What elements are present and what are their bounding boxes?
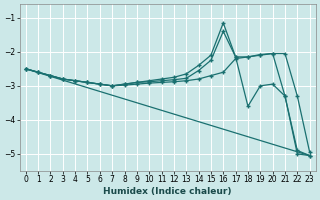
X-axis label: Humidex (Indice chaleur): Humidex (Indice chaleur)	[103, 187, 232, 196]
